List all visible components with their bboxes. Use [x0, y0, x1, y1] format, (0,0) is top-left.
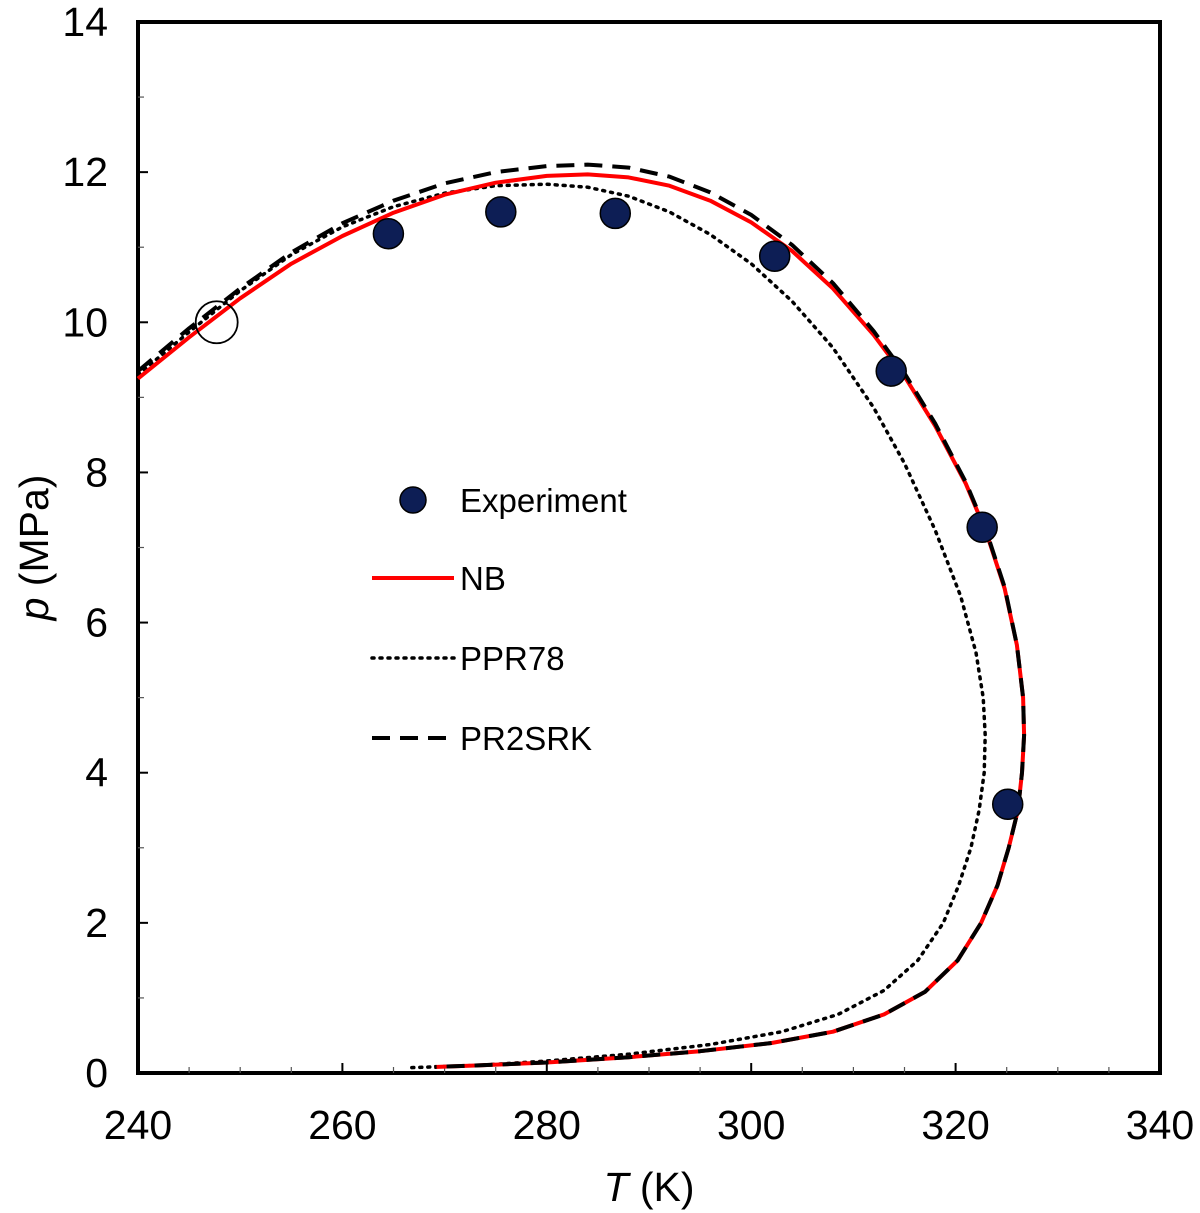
model-curves [136, 162, 1027, 1070]
y-axis-unit: (MPa) [11, 475, 57, 598]
x-tick-label: 320 [921, 1102, 989, 1148]
experiment-point [991, 788, 1024, 820]
legend: Experiment NB PPR78 PR2SRK [370, 482, 627, 757]
experiment-point [599, 197, 632, 230]
y-axis-variable: p [11, 598, 57, 623]
minor-ticks [138, 96, 1110, 1073]
experiment-markers [372, 196, 1024, 820]
y-tick-label: 4 [85, 750, 108, 796]
legend-experiment-marker [399, 486, 427, 514]
annotations [194, 300, 239, 345]
y-tick-label: 8 [85, 449, 108, 495]
nb-curve [136, 172, 1027, 1069]
x-tick-label: 300 [717, 1102, 785, 1148]
x-axis-variable: T [603, 1164, 631, 1210]
experiment-point [372, 217, 405, 250]
experiment-point [485, 196, 517, 228]
y-tick-label: 10 [62, 299, 108, 345]
legend-experiment-label: Experiment [460, 482, 627, 519]
x-tick-label: 280 [513, 1102, 581, 1148]
legend-pr2srk-label: PR2SRK [460, 720, 592, 757]
x-tick-label: 260 [308, 1102, 376, 1148]
y-tick-label: 12 [62, 149, 108, 195]
y-tick-label: 14 [62, 0, 108, 45]
x-tick-label: 240 [104, 1102, 172, 1148]
y-tick-label: 6 [85, 600, 108, 646]
pr2srk-curve [136, 162, 1027, 1069]
legend-nb-label: NB [460, 560, 506, 597]
experiment-point [966, 511, 998, 543]
x-tick-label: 340 [1126, 1102, 1194, 1148]
critical-point-marker [194, 300, 239, 345]
y-tick-label: 2 [85, 900, 108, 946]
experiment-point [758, 240, 791, 272]
y-tick-label: 0 [85, 1050, 108, 1096]
x-axis-unit: (K) [629, 1164, 695, 1210]
y-axis-label: p (MPa) [11, 475, 57, 623]
experiment-point [875, 355, 907, 387]
x-axis-ticks: 240 260 280 300 320 340 [104, 1063, 1194, 1148]
legend-ppr78-label: PPR78 [460, 640, 565, 677]
y-axis-ticks: 0 2 4 6 8 10 12 14 [62, 0, 148, 1096]
x-axis-label: T (K) [603, 1164, 694, 1210]
